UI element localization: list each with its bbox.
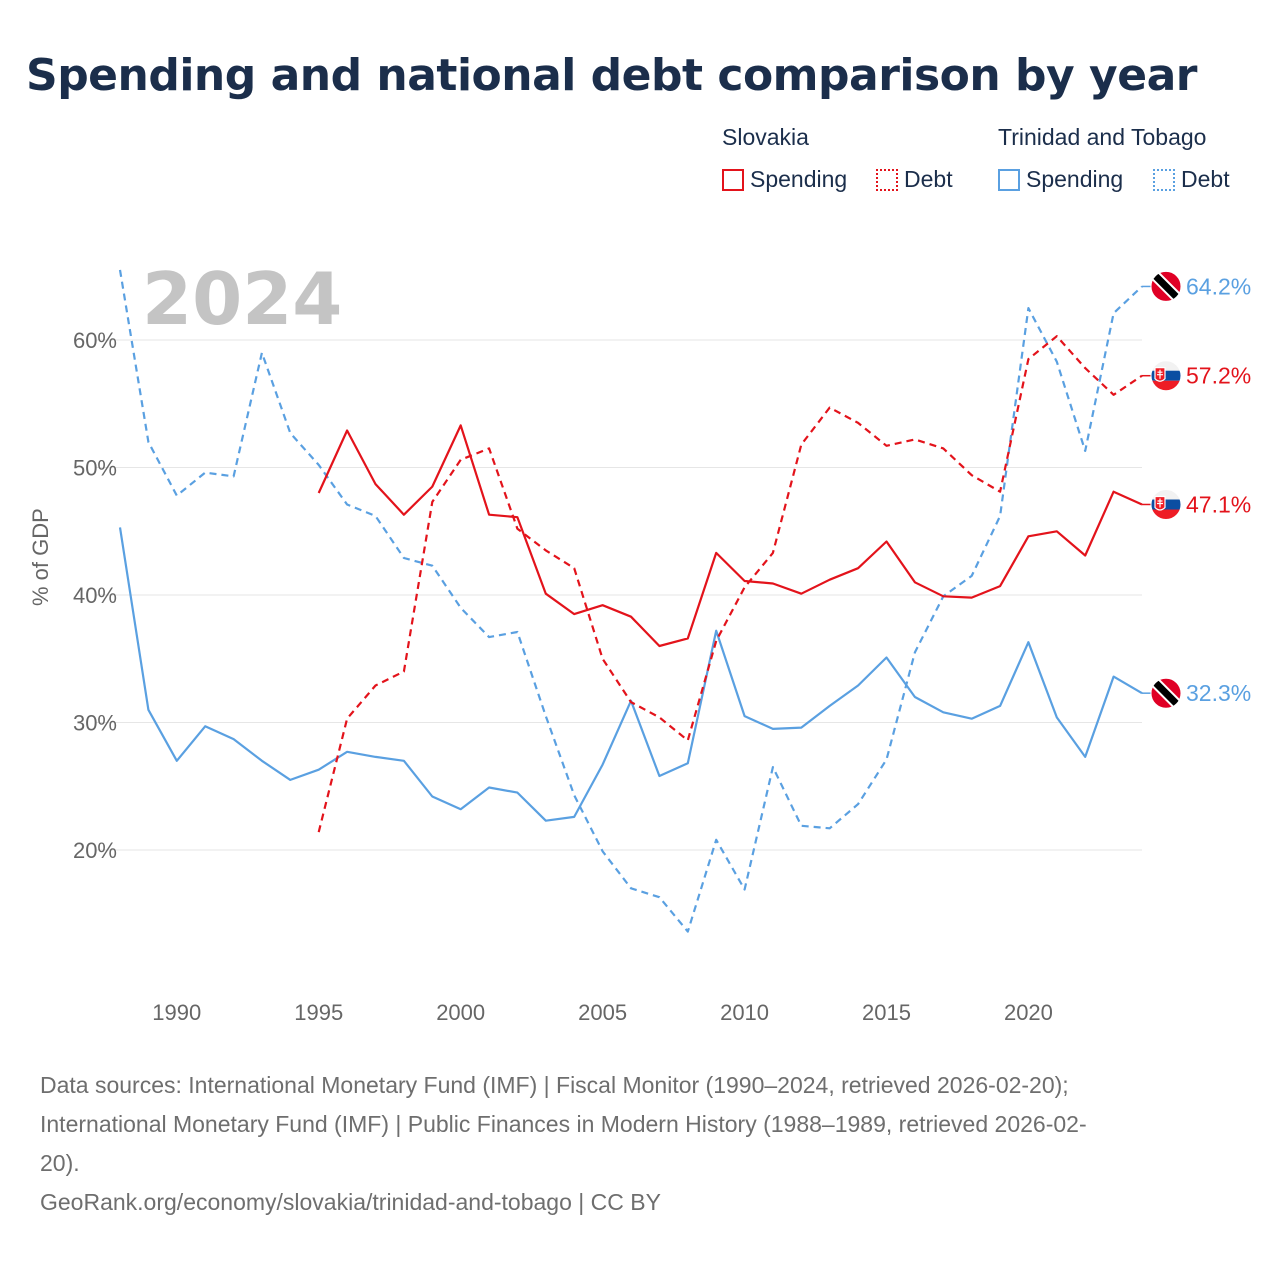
legend-trinidad-debt[interactable]: Debt [1153, 166, 1230, 193]
slovakia-flag [1150, 489, 1182, 520]
end-value-label: 47.1% [1186, 491, 1251, 517]
y-tick-label: 50% [73, 456, 117, 481]
end-value-label: 64.2% [1186, 273, 1251, 299]
x-tick-label: 1990 [152, 1000, 201, 1025]
x-tick-label: 2000 [436, 1000, 485, 1025]
current-year-label: 2024 [142, 257, 342, 341]
legend-label-slovakia-spending: Spending [750, 166, 848, 192]
y-tick-label: 30% [73, 711, 117, 736]
y-tick-label: 40% [73, 583, 117, 608]
sources-line-3: 20). [40, 1150, 80, 1176]
y-tick-label: 60% [73, 328, 117, 353]
legend-swatch-slovakia-spending [722, 168, 744, 191]
series-line-slovakia-debt[interactable] [317, 335, 1143, 833]
slovakia-flag [1150, 360, 1182, 392]
sources-line-1: Data sources: International Monetary Fun… [40, 1072, 1069, 1098]
trinidad-and-tobago-flag [1150, 270, 1182, 302]
sources-line-2: International Monetary Fund (IMF) | Publ… [40, 1111, 1087, 1137]
x-tick-label: 2015 [862, 1000, 911, 1025]
legend-slovakia-spending[interactable]: Spending [722, 166, 847, 193]
line-chart: 2024 20% 30% 40% 50% 60% 1990 1995 2000 2005 2010… [73, 257, 1251, 1025]
x-tick-label: 2005 [578, 1000, 627, 1025]
end-value-label: 57.2% [1186, 363, 1251, 389]
legend-swatch-trinidad-spending [998, 168, 1020, 191]
trinidad-and-tobago-flag [1150, 677, 1182, 709]
legend-slovakia-debt[interactable]: Debt [876, 166, 953, 193]
legend-label-trinidad-spending: Spending [1026, 166, 1124, 192]
y-tick-label: 20% [73, 838, 117, 863]
legend-title-trinidad: Trinidad and Tobago [998, 124, 1207, 150]
x-tick-label: 2010 [720, 1000, 769, 1025]
legend-title-slovakia: Slovakia [722, 124, 809, 150]
legend-swatch-slovakia-debt [876, 168, 898, 191]
series-line-trinidad-and-tobago-debt[interactable] [118, 269, 1143, 933]
data-sources: Data sources: International Monetary Fun… [40, 1066, 1240, 1222]
series-line-trinidad-and-tobago-spending[interactable] [118, 527, 1143, 822]
legend-trinidad-spending[interactable]: Spending [998, 166, 1123, 193]
legend-swatch-trinidad-debt [1153, 168, 1175, 191]
x-tick-label: 1995 [294, 1000, 343, 1025]
end-value-label: 32.3% [1186, 680, 1251, 706]
legend-label-trinidad-debt: Debt [1181, 166, 1230, 192]
x-tick-label: 2020 [1004, 1000, 1053, 1025]
chart-title: Spending and national debt comparison by… [26, 50, 1197, 101]
series-line-slovakia-spending[interactable] [317, 424, 1143, 648]
legend-label-slovakia-debt: Debt [904, 166, 953, 192]
source-credit-link[interactable]: GeoRank.org/economy/slovakia/trinidad-an… [40, 1189, 661, 1215]
